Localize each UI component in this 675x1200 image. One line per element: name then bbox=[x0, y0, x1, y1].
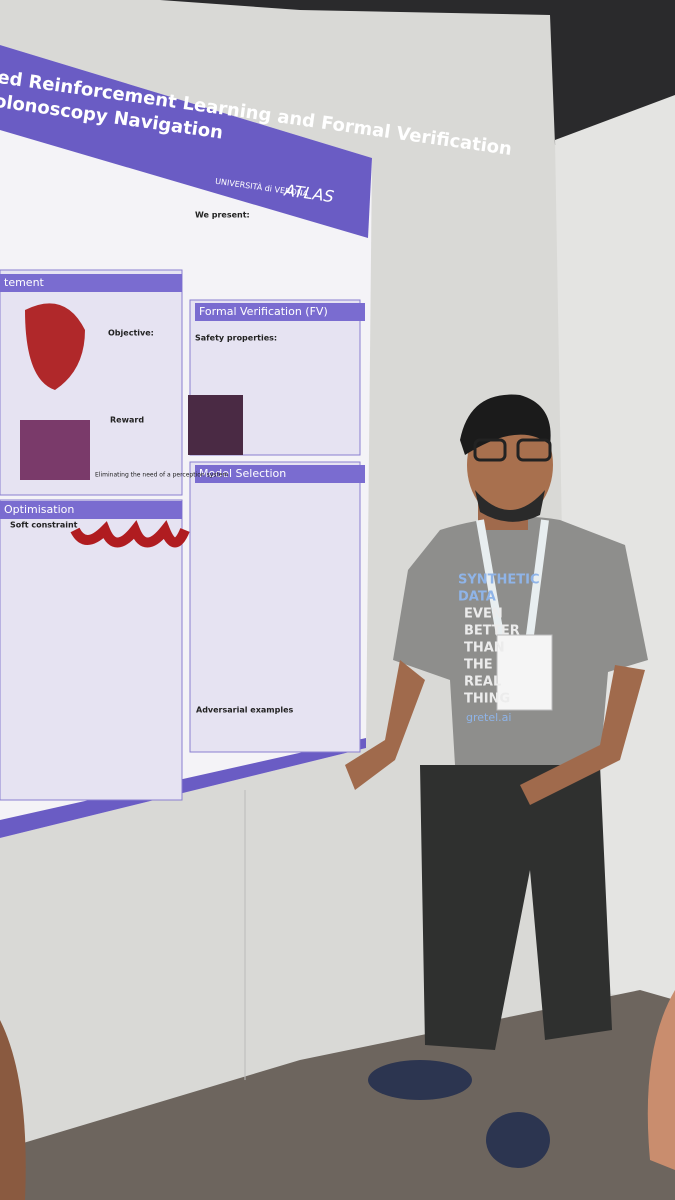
arm bbox=[345, 660, 425, 790]
pants bbox=[420, 765, 612, 1050]
shirt-text: THE bbox=[464, 658, 493, 673]
section-header-bg bbox=[0, 274, 182, 292]
panel bbox=[189, 461, 361, 753]
lanyard bbox=[476, 519, 549, 636]
colon-image bbox=[70, 520, 190, 548]
poster-text: Reward bbox=[110, 416, 144, 425]
shoe bbox=[486, 1112, 550, 1168]
section-header-bg bbox=[195, 303, 365, 321]
section-header-bg bbox=[0, 501, 182, 519]
section-header: tement bbox=[4, 276, 45, 289]
poster-footer bbox=[0, 738, 366, 838]
shirt-text: SYNTHETIC bbox=[458, 573, 540, 588]
poster-text: Adversarial examples bbox=[196, 706, 293, 715]
shirt-text: REAL bbox=[464, 675, 501, 690]
glasses bbox=[516, 438, 552, 462]
badge bbox=[496, 634, 553, 711]
section-header: Optimisation bbox=[4, 503, 74, 516]
section-header: Formal Verification (FV) bbox=[199, 305, 328, 318]
bystander-arm bbox=[0, 1020, 26, 1200]
poster-text: Safety properties: bbox=[195, 334, 277, 343]
glasses bbox=[473, 438, 507, 462]
shirt-text: THING bbox=[464, 692, 510, 707]
shirt-brand: gretel.ai bbox=[466, 711, 511, 724]
poster-text: Soft constraint bbox=[10, 521, 78, 530]
heatmap bbox=[188, 395, 243, 455]
heatmap bbox=[20, 420, 90, 480]
poster-text: We present: bbox=[195, 211, 250, 220]
poster-title-band bbox=[0, 45, 372, 238]
poster-text: Eliminating the need of a perception sys… bbox=[95, 472, 228, 479]
shirt-text: BETTER bbox=[464, 624, 520, 639]
colon-image bbox=[25, 303, 85, 390]
arm bbox=[520, 665, 645, 805]
shirt-text: EVEN bbox=[464, 607, 503, 622]
poster-text: Objective: bbox=[108, 329, 154, 338]
section-header: Model Selection bbox=[199, 467, 286, 480]
section-header-bg bbox=[195, 465, 365, 483]
shirt-text: THAN bbox=[464, 641, 505, 656]
beard bbox=[475, 490, 545, 522]
person: SYNTHETIC DATA EVEN BETTER THAN THE REAL THING g… bbox=[345, 394, 648, 1168]
shirt-text: DATA bbox=[458, 590, 496, 605]
shoe bbox=[368, 1060, 472, 1100]
bystander-arm bbox=[647, 990, 675, 1170]
panel bbox=[0, 499, 183, 801]
